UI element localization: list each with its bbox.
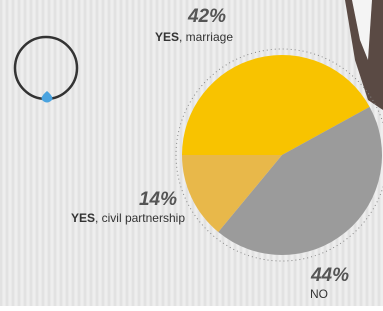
pie (182, 55, 382, 255)
category-label: NO (310, 287, 328, 301)
category-label: YES, marriage (155, 30, 233, 44)
category-label: YES, civil partnership (71, 211, 185, 225)
chart: 42% YES, marriage 44%NO 14%YES, civil partn… (0, 0, 383, 306)
value-label: 44% (310, 265, 349, 286)
value-label: 14% (139, 189, 177, 210)
value-label: 42% (187, 6, 226, 27)
page: {"chart_data": {"type": "pie", "categori… (0, 0, 383, 306)
